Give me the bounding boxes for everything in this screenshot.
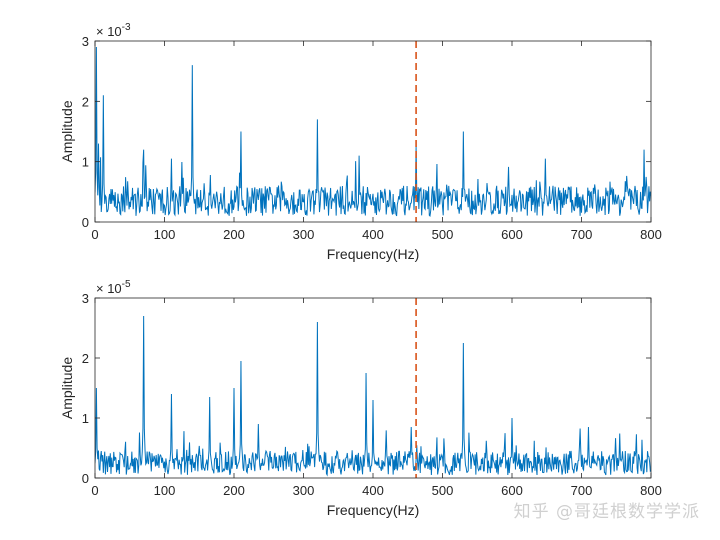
x-tick-label: 600 — [501, 227, 523, 242]
subplot-2: 0 100 200 300 400 500 600 700 800 0 1 2 3 × 10-5 Frequ… — [59, 279, 662, 518]
y-tick-label: 2 — [82, 94, 89, 109]
x-tick-label: 400 — [362, 483, 384, 498]
axes-box — [94, 297, 652, 479]
x-tick-label: 300 — [293, 483, 315, 498]
x-tick-label: 0 — [91, 483, 98, 498]
x-tick-label: 800 — [640, 483, 662, 498]
subplot-1: 0 100 200 300 400 500 600 700 800 0 1 2 3 × 10-3 Frequ… — [59, 22, 662, 262]
x-axis-label: Frequency(Hz) — [327, 502, 420, 518]
x-tick-label: 700 — [571, 483, 593, 498]
x-tick-label: 300 — [293, 227, 315, 242]
x-tick-label: 200 — [223, 227, 245, 242]
y-tick-label: 3 — [82, 291, 89, 306]
y-tick-label: 2 — [82, 351, 89, 366]
y-tick-label: 1 — [82, 411, 89, 426]
series-line — [95, 47, 651, 217]
watermark-text: 知乎 @哥廷根数学学派 — [513, 502, 700, 522]
series-line — [95, 315, 651, 477]
y-exponent-label: × 10-5 — [96, 279, 131, 296]
x-tick-label: 500 — [432, 483, 454, 498]
x-tick-label: 700 — [571, 227, 593, 242]
x-tick-label: 100 — [154, 227, 176, 242]
x-tick-label: 800 — [640, 227, 662, 242]
y-tick-label: 3 — [82, 34, 89, 49]
x-tick-label: 600 — [501, 483, 523, 498]
x-tick-label: 100 — [154, 483, 176, 498]
y-tick-label: 0 — [82, 471, 89, 486]
y-tick-label: 0 — [82, 215, 89, 230]
x-axis-label: Frequency(Hz) — [327, 246, 420, 262]
x-tick-label: 0 — [91, 227, 98, 242]
y-exponent-label: × 10-3 — [96, 22, 131, 39]
y-tick-label: 1 — [82, 155, 89, 170]
x-tick-label: 400 — [362, 227, 384, 242]
x-tick-label: 200 — [223, 483, 245, 498]
x-tick-label: 500 — [432, 227, 454, 242]
y-axis-label: Amplitude — [59, 357, 75, 419]
y-axis-label: Amplitude — [59, 100, 75, 162]
